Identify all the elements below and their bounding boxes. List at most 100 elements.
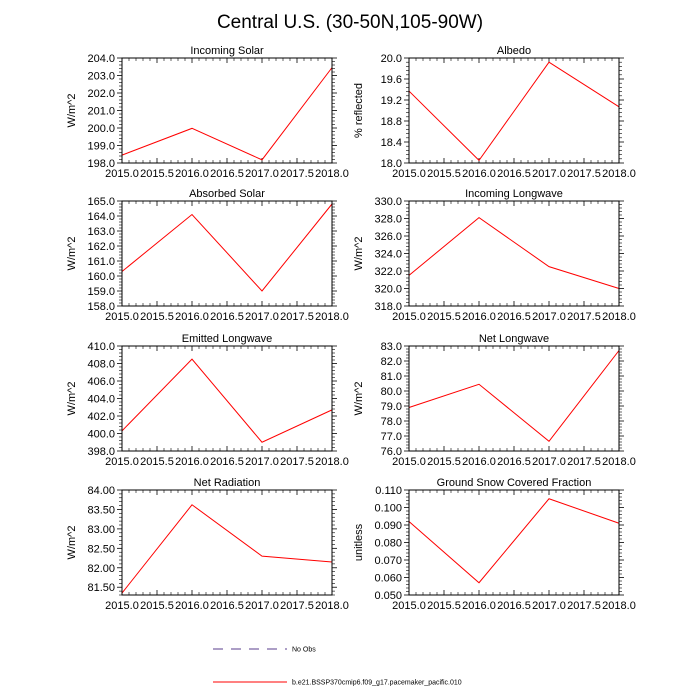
x-tick-label: 2015.0 bbox=[392, 311, 426, 323]
y-tick-label: 82.00 bbox=[87, 563, 115, 575]
legend-label-0: No Obs bbox=[292, 647, 316, 654]
y-tick-label: 200.0 bbox=[87, 123, 115, 135]
x-tick-label: 2015.0 bbox=[392, 600, 426, 612]
x-tick-label: 2015.5 bbox=[140, 600, 174, 612]
y-tick-label: 199.0 bbox=[87, 141, 115, 153]
panel-incoming-longwave: Incoming Longwave 2015.0 2015.5 2016.0 2016.… bbox=[353, 188, 636, 323]
y-axis-label-albedo: % reflected bbox=[353, 83, 365, 138]
y-tick-label: 0.080 bbox=[374, 538, 402, 550]
x-tick-label: 2017.5 bbox=[280, 600, 314, 612]
y-axis-label-net-radiation: W/m^2 bbox=[66, 526, 78, 560]
x-tick-label: 2015.0 bbox=[105, 600, 139, 612]
series-line-emitted-longwave-0 bbox=[121, 358, 333, 443]
x-tick-label: 2016.5 bbox=[210, 456, 244, 468]
x-tick-label: 2017.0 bbox=[245, 168, 279, 180]
panel-title-ground-snow-covered-fraction: Ground Snow Covered Fraction bbox=[437, 477, 592, 489]
y-tick-label: 77.0 bbox=[381, 431, 402, 443]
y-tick-label: 81.0 bbox=[381, 371, 402, 383]
x-tick-label: 2017.0 bbox=[245, 456, 279, 468]
y-tick-label: 80.0 bbox=[381, 386, 402, 398]
y-axis-label-emitted-longwave: W/m^2 bbox=[66, 382, 78, 416]
x-tick-label: 2017.5 bbox=[280, 168, 314, 180]
x-tick-label: 2016.0 bbox=[175, 168, 209, 180]
y-tick-label: 83.0 bbox=[381, 341, 402, 353]
panel-title-absorbed-solar: Absorbed Solar bbox=[189, 188, 265, 200]
y-tick-label: 402.0 bbox=[87, 411, 115, 423]
y-axis-label-ground-snow-covered-fraction: unitless bbox=[353, 523, 365, 561]
x-tick-label: 2018.0 bbox=[602, 311, 636, 323]
x-tick-label: 2017.0 bbox=[532, 600, 566, 612]
x-tick-label: 2018.0 bbox=[315, 168, 349, 180]
x-tick-label: 2015.0 bbox=[105, 168, 139, 180]
plot-frame-incoming-solar bbox=[121, 57, 333, 164]
x-tick-label: 2015.5 bbox=[427, 311, 461, 323]
series-line-absorbed-solar-0 bbox=[121, 203, 333, 292]
y-tick-label: 78.0 bbox=[381, 416, 402, 428]
series-line-incoming-longwave-0 bbox=[408, 216, 620, 289]
panel-albedo: Albedo 2015.0 2015.5 2016.0 2016.5 2017.0 2017… bbox=[353, 45, 636, 180]
x-tick-label: 2016.0 bbox=[462, 600, 496, 612]
legend-label-1: b.e21.BSSP370cmip6.f09_g17.pacemaker_pac… bbox=[292, 680, 462, 687]
y-tick-label: 161.0 bbox=[87, 256, 115, 268]
x-tick-label: 2015.5 bbox=[140, 456, 174, 468]
x-tick-label: 2018.0 bbox=[602, 168, 636, 180]
x-tick-label: 2016.0 bbox=[462, 311, 496, 323]
y-tick-label: 322.0 bbox=[374, 266, 402, 278]
plot-frame-albedo bbox=[408, 57, 620, 164]
y-tick-label: 0.070 bbox=[374, 555, 402, 567]
y-tick-label: 330.0 bbox=[374, 196, 402, 208]
x-tick-label: 2017.0 bbox=[532, 168, 566, 180]
y-tick-label: 160.0 bbox=[87, 271, 115, 283]
y-tick-label: 198.0 bbox=[87, 158, 115, 170]
y-tick-label: 328.0 bbox=[374, 214, 402, 226]
x-tick-label: 2016.5 bbox=[210, 168, 244, 180]
y-tick-label: 0.050 bbox=[374, 590, 402, 602]
x-tick-label: 2017.0 bbox=[245, 311, 279, 323]
x-tick-label: 2018.0 bbox=[315, 311, 349, 323]
y-tick-label: 83.50 bbox=[87, 504, 115, 516]
x-tick-label: 2017.5 bbox=[567, 456, 601, 468]
x-tick-label: 2015.5 bbox=[427, 456, 461, 468]
y-tick-label: 18.4 bbox=[381, 137, 402, 149]
x-tick-label: 2017.0 bbox=[532, 456, 566, 468]
y-tick-label: 326.0 bbox=[374, 231, 402, 243]
x-tick-label: 2016.5 bbox=[497, 456, 531, 468]
y-tick-label: 0.100 bbox=[374, 503, 402, 515]
y-tick-label: 83.00 bbox=[87, 524, 115, 536]
y-tick-label: 0.110 bbox=[375, 485, 402, 497]
series-line-net-longwave-0 bbox=[408, 350, 620, 442]
x-tick-label: 2015.5 bbox=[140, 311, 174, 323]
y-axis-label-incoming-longwave: W/m^2 bbox=[353, 237, 365, 271]
y-tick-label: 201.0 bbox=[87, 106, 115, 118]
x-tick-label: 2016.0 bbox=[175, 600, 209, 612]
y-tick-label: 19.2 bbox=[381, 95, 402, 107]
x-tick-label: 2015.5 bbox=[140, 168, 174, 180]
legend: No Obs b.e21.BSSP370cmip6.f09_g17.pacemak… bbox=[213, 647, 462, 687]
y-tick-label: 162.0 bbox=[87, 241, 115, 253]
x-tick-label: 2016.5 bbox=[210, 600, 244, 612]
plot-frame-net-radiation bbox=[121, 489, 333, 596]
y-tick-label: 398.0 bbox=[87, 446, 115, 458]
panel-title-net-longwave: Net Longwave bbox=[479, 333, 549, 345]
x-tick-label: 2016.0 bbox=[462, 168, 496, 180]
x-tick-label: 2016.0 bbox=[462, 456, 496, 468]
x-tick-label: 2018.0 bbox=[602, 456, 636, 468]
x-tick-label: 2016.5 bbox=[497, 168, 531, 180]
x-tick-label: 2015.0 bbox=[392, 456, 426, 468]
x-tick-label: 2015.0 bbox=[392, 168, 426, 180]
y-tick-label: 84.00 bbox=[87, 485, 115, 497]
y-tick-label: 400.0 bbox=[87, 429, 115, 441]
panel-title-emitted-longwave: Emitted Longwave bbox=[182, 333, 273, 345]
x-tick-label: 2017.0 bbox=[245, 600, 279, 612]
y-tick-label: 159.0 bbox=[87, 286, 115, 298]
plot-frame-ground-snow-covered-fraction bbox=[408, 489, 620, 596]
y-axis-label-net-longwave: W/m^2 bbox=[353, 382, 365, 416]
series-line-albedo-0 bbox=[408, 61, 620, 162]
x-tick-label: 2016.5 bbox=[210, 311, 244, 323]
